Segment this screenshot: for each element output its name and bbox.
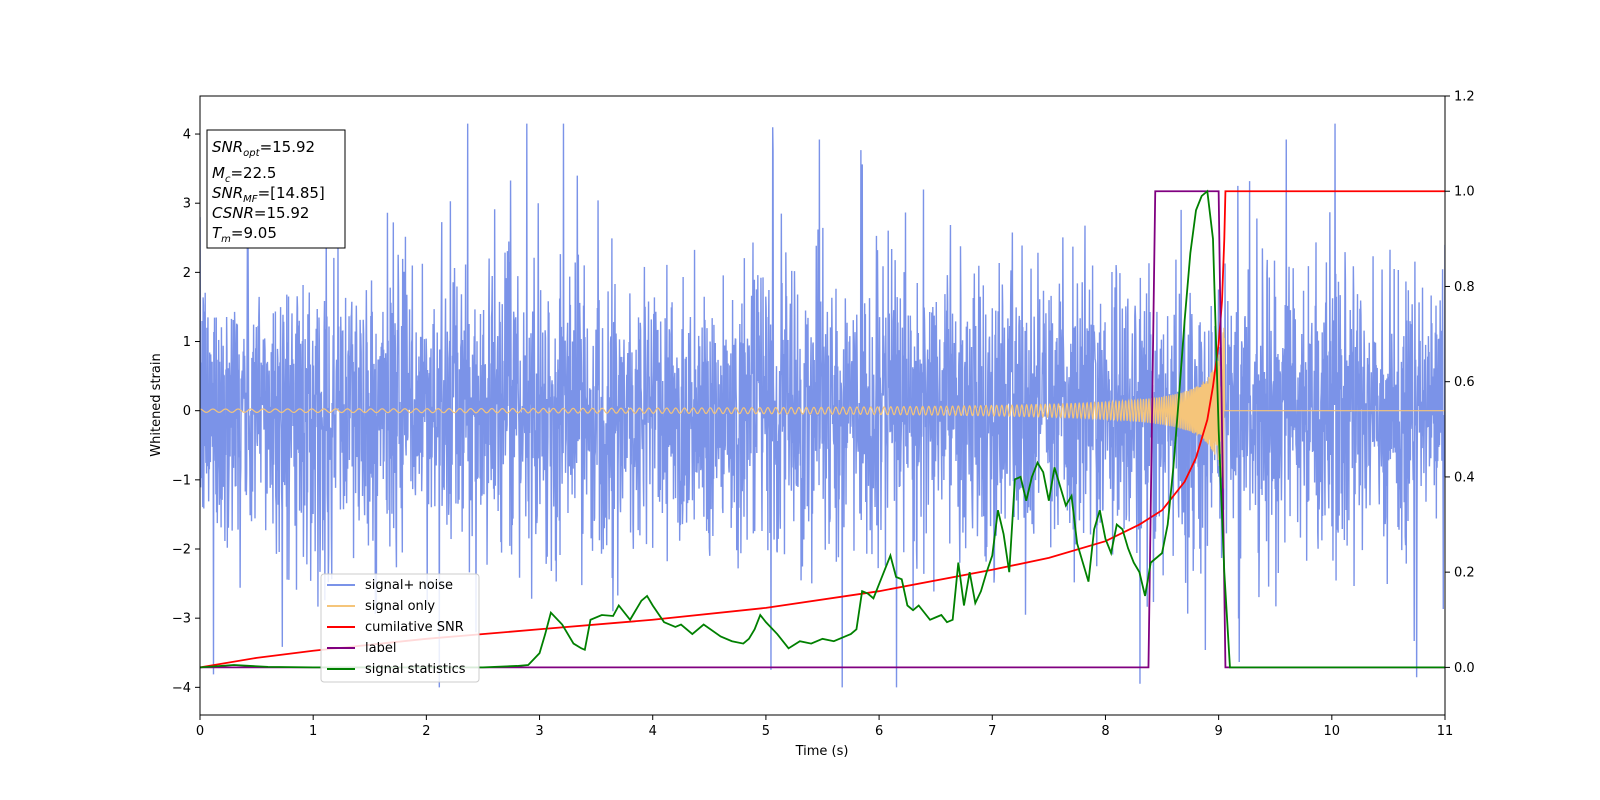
- series-signal-only: [200, 327, 1445, 489]
- y2-tick-label: 0.6: [1454, 375, 1475, 390]
- legend-label-label: label: [365, 641, 396, 656]
- legend-label-signal-only: signal only: [365, 599, 435, 614]
- info-csnr-base: CSNR: [212, 204, 254, 222]
- x-tick-label: 9: [1214, 724, 1222, 739]
- y-tick-label: 0: [183, 404, 191, 419]
- y-axis-label: Whitened strain: [149, 353, 164, 456]
- x-tick-label: 3: [535, 724, 543, 739]
- y-tick-label: −1: [172, 473, 191, 488]
- y-tick-label: 4: [183, 128, 191, 143]
- y2-tick-label: 0.8: [1454, 280, 1475, 295]
- x-tick-label: 2: [422, 724, 430, 739]
- x-tick-label: 6: [875, 724, 883, 739]
- y-tick-label: −3: [172, 612, 191, 627]
- info-mc-value: =22.5: [230, 164, 276, 182]
- info-mc-base: M: [212, 164, 225, 182]
- x-tick-label: 7: [988, 724, 996, 739]
- info-box: SNRopt=15.92 Mc=22.5 SNRMF=[14.85] CSNR=…: [206, 129, 346, 249]
- x-tick-label: 1: [309, 724, 317, 739]
- info-mc-sub: c: [225, 174, 231, 185]
- legend-label-signal-statistics: signal statistics: [365, 662, 466, 677]
- info-csnr-value: =15.92: [254, 204, 310, 222]
- x-tick-label: 0: [196, 724, 204, 739]
- y2-tick-label: 1.2: [1454, 90, 1475, 105]
- info-snr-mf-value: =[14.85]: [258, 184, 325, 202]
- info-tm-value: =9.05: [231, 224, 277, 242]
- info-snr-mf-sub: MF: [243, 194, 258, 205]
- y-tick-label: 2: [183, 266, 191, 281]
- info-snr-mf-base: SNR: [212, 184, 243, 202]
- series-signal-noise: [200, 123, 1445, 688]
- plot-frame: [199, 95, 1446, 716]
- x-tick-label: 5: [762, 724, 770, 739]
- x-tick-label: 8: [1101, 724, 1109, 739]
- y-axis-right: 0.0 0.2 0.4 0.6 0.8 1.0 1.2: [1445, 90, 1475, 676]
- y2-tick-label: 0.4: [1454, 470, 1475, 485]
- y-tick-label: −2: [172, 543, 191, 558]
- info-tm: Tm=9.05: [212, 224, 277, 245]
- y-tick-label: 1: [183, 335, 191, 350]
- legend-frame: [320, 573, 480, 683]
- y2-tick-label: 0.0: [1454, 661, 1475, 676]
- x-axis-label: Time (s): [795, 744, 849, 759]
- legend: signal+ noise signal only cumilative SNR…: [320, 573, 480, 683]
- legend-label-cumulative-snr: cumilative SNR: [365, 620, 464, 635]
- x-tick-label: 11: [1437, 724, 1454, 739]
- info-snr-opt-base: SNR: [212, 138, 243, 156]
- info-snr-opt-value: =15.92: [260, 138, 316, 156]
- info-box-frame: [206, 129, 346, 249]
- x-tick-label: 10: [1324, 724, 1341, 739]
- info-mc: Mc=22.5: [212, 164, 276, 185]
- info-tm-sub: m: [221, 234, 231, 245]
- legend-label-signal-noise: signal+ noise: [365, 578, 453, 593]
- series-layer: [200, 123, 1445, 688]
- series-signal-statistics: [200, 189, 1445, 669]
- y-tick-label: 3: [183, 197, 191, 212]
- x-axis: 0 1 2 3 4 5 6 7 8 9 10 11: [196, 715, 1453, 739]
- y2-tick-label: 1.0: [1454, 185, 1475, 200]
- info-snr-opt-sub: opt: [243, 148, 260, 159]
- info-csnr: CSNR=15.92: [212, 204, 309, 222]
- info-tm-base: T: [212, 224, 223, 242]
- x-tick-label: 4: [649, 724, 657, 739]
- y-tick-label: −4: [172, 681, 191, 696]
- info-snr-opt: SNRopt=15.92: [212, 138, 315, 159]
- y-axis-left: −4 −3 −2 −1 0 1 2 3 4: [172, 128, 200, 696]
- info-snr-mf: SNRMF=[14.85]: [212, 184, 325, 205]
- y2-tick-label: 0.2: [1454, 566, 1475, 581]
